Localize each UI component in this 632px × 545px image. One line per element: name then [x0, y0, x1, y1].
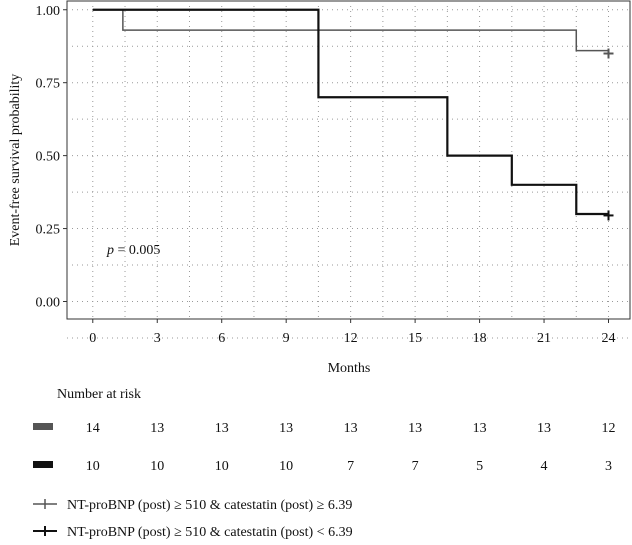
- risk-row-1-swatch: [33, 423, 53, 430]
- censor-marks: [603, 48, 614, 221]
- x-tick-label: 12: [344, 331, 358, 346]
- x-tick-label: 15: [408, 331, 422, 346]
- x-axis: 0 3 6 9 12 15 18 21 24: [89, 319, 616, 346]
- risk-count: 7: [347, 459, 354, 474]
- risk-count: 13: [279, 421, 293, 436]
- legend: NT-proBNP (post) ≥ 510 & catestatin (pos…: [33, 498, 353, 540]
- risk-table: 14 13 13 13 13 13 13 13 12 10 10 10 10 7 7 5 4 3: [33, 421, 616, 474]
- risk-count: 10: [279, 459, 293, 474]
- p-value-annotation: p = 0.005: [106, 243, 160, 258]
- y-tick-label: 0.00: [36, 295, 61, 310]
- x-tick-label: 18: [473, 331, 487, 346]
- legend-item-2: NT-proBNP (post) ≥ 510 & catestatin (pos…: [33, 525, 353, 540]
- risk-count: 13: [344, 421, 358, 436]
- grid-lines: [67, 1, 630, 339]
- risk-count: 10: [86, 459, 100, 474]
- legend-label: NT-proBNP (post) ≥ 510 & catestatin (pos…: [67, 498, 352, 513]
- risk-count: 14: [86, 421, 100, 436]
- y-tick-label: 0.75: [36, 77, 61, 92]
- risk-count: 5: [476, 459, 483, 474]
- legend-item-1: NT-proBNP (post) ≥ 510 & catestatin (pos…: [33, 498, 352, 513]
- p-value-text: = 0.005: [114, 243, 160, 258]
- risk-count: 13: [215, 421, 229, 436]
- risk-table-title: Number at risk: [57, 387, 141, 402]
- plot-panel: [66, 0, 631, 320]
- x-axis-label: Months: [328, 361, 371, 376]
- p-value-symbol: p: [106, 243, 114, 258]
- risk-count: 13: [150, 421, 164, 436]
- x-tick-label: 6: [218, 331, 225, 346]
- risk-count: 12: [602, 421, 616, 436]
- risk-count: 7: [412, 459, 419, 474]
- x-tick-label: 21: [537, 331, 551, 346]
- x-tick-label: 24: [602, 331, 616, 346]
- risk-count: 13: [537, 421, 551, 436]
- y-tick-label: 0.25: [36, 223, 61, 238]
- y-tick-label: 1.00: [36, 4, 61, 19]
- y-tick-label: 0.50: [36, 150, 61, 165]
- risk-count: 10: [215, 459, 229, 474]
- x-tick-label: 9: [283, 331, 290, 346]
- risk-count: 4: [541, 459, 548, 474]
- y-axis: 0.00 0.25 0.50 0.75 1.00: [36, 4, 67, 310]
- risk-count: 3: [605, 459, 612, 474]
- survival-curves: [92, 8, 609, 216]
- risk-row-2-swatch: [33, 461, 53, 468]
- censor-mark-1: [603, 48, 614, 59]
- risk-count: 13: [408, 421, 422, 436]
- x-tick-label: 0: [89, 331, 96, 346]
- risk-count: 13: [473, 421, 487, 436]
- y-axis-label: Event-free survival probability: [8, 74, 23, 247]
- risk-count: 10: [150, 459, 164, 474]
- censor-mark-2: [603, 210, 614, 221]
- x-tick-label: 3: [154, 331, 161, 346]
- legend-label: NT-proBNP (post) ≥ 510 & catestatin (pos…: [67, 525, 353, 540]
- survival-curve-2: [92, 8, 609, 216]
